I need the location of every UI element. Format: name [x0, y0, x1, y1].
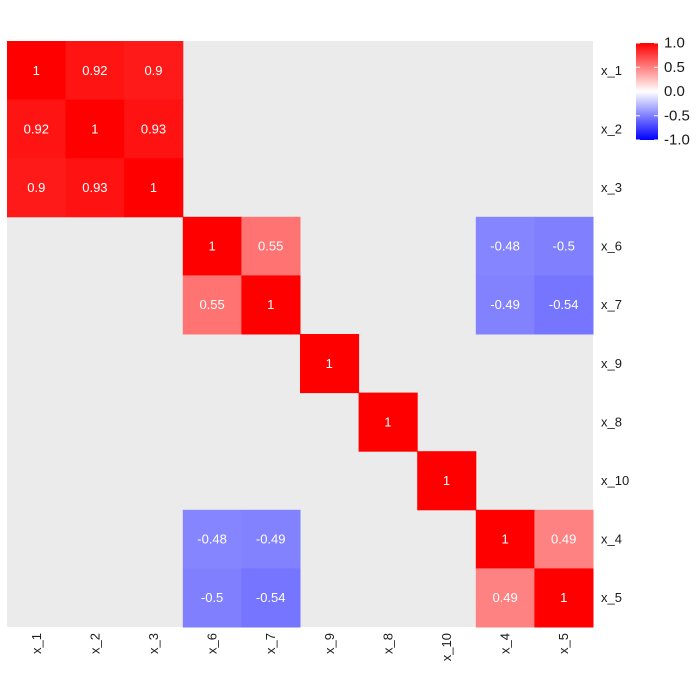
heatmap-cell-x_7-x_5: [534, 275, 594, 335]
cell-value-label: -0.5: [201, 590, 223, 605]
column-tick-x_5: x_5: [556, 633, 571, 654]
row-tick-x_3: x_3: [601, 180, 622, 195]
cell-value-label: -0.48: [490, 239, 520, 254]
heatmap-cell-x_3-x_2: [65, 158, 125, 218]
legend-tick-label: 0.0: [664, 83, 685, 100]
legend-tick-label: -0.5: [664, 107, 690, 124]
cell-value-label: 1: [443, 473, 450, 488]
heatmap-cell-x_4-x_7: [241, 509, 301, 569]
cell-value-label: -0.54: [549, 297, 579, 312]
heatmap-cell-x_1-x_2: [65, 41, 125, 101]
row-tick-x_9: x_9: [601, 356, 622, 371]
legend-tick-label: 1.0: [664, 35, 685, 52]
cell-value-label: 1: [560, 590, 567, 605]
row-tick-x_5: x_5: [601, 590, 622, 605]
column-tick-x_7: x_7: [263, 633, 278, 654]
cell-value-label: 1: [208, 239, 215, 254]
legend-colorbar: [636, 43, 658, 140]
heatmap-cell-x_3-x_3: [124, 158, 184, 218]
cell-value-label: 0.49: [492, 590, 517, 605]
heatmap-cell-x_7-x_7: [241, 275, 301, 335]
column-tick-x_1: x_1: [29, 633, 44, 654]
column-tick-x_2: x_2: [87, 633, 102, 654]
cell-value-label: 0.9: [27, 180, 45, 195]
heatmap-cell-x_1-x_1: [7, 41, 67, 101]
row-tick-x_2: x_2: [601, 121, 622, 136]
cell-value-label: 1: [91, 121, 98, 136]
heatmap-cell-x_6-x_5: [534, 216, 594, 276]
heatmap-cell-x_5-x_4: [475, 568, 535, 628]
cell-value-label: 1: [150, 180, 157, 195]
column-tick-labels: x_1 x_2 x_3 x_6 x_7 x_9 x_8 x_10 x_4 x_5: [29, 633, 571, 661]
cell-value-label: 0.93: [141, 121, 166, 136]
cell-value-label: 1: [326, 356, 333, 371]
row-tick-x_4: x_4: [601, 532, 622, 547]
cell-value-label: -0.5: [552, 239, 574, 254]
heatmap-cell-x_4-x_5: [534, 509, 594, 569]
heatmap-cells: 1 0.92 0.9 0.92 1 0.93 0.9 0.93 1 1 0.55 -0.48 -0.5 0…: [7, 41, 594, 628]
legend-tick-label: 0.5: [664, 59, 685, 76]
column-tick-x_10: x_10: [439, 633, 454, 661]
heatmap-cell-x_6-x_6: [182, 216, 242, 276]
heatmap-cell-x_1-x_3: [124, 41, 184, 101]
column-tick-x_8: x_8: [380, 633, 395, 654]
heatmap-cell-x_6-x_7: [241, 216, 301, 276]
cell-value-label: 0.9: [144, 63, 162, 78]
heatmap-cell-x_10-x_10: [417, 451, 477, 511]
heatmap-cell-x_2-x_3: [124, 99, 184, 159]
cell-value-label: 1: [267, 297, 274, 312]
heatmap-cell-x_7-x_4: [475, 275, 535, 335]
column-tick-x_4: x_4: [498, 633, 513, 654]
heatmap-cell-x_4-x_6: [182, 509, 242, 569]
heatmap-cell-x_8-x_8: [358, 392, 418, 452]
cell-value-label: 0.49: [551, 532, 576, 547]
cell-value-label: 1: [33, 63, 40, 78]
heatmap-cell-x_4-x_4: [475, 509, 535, 569]
heatmap-cell-x_2-x_1: [7, 99, 67, 159]
color-legend: 1.0 0.5 0.0 -0.5 -1.0: [636, 35, 690, 149]
heatmap-cell-x_2-x_2: [65, 99, 125, 159]
heatmap-cell-x_5-x_5: [534, 568, 594, 628]
cell-value-label: 0.92: [82, 63, 107, 78]
heatmap-cell-x_6-x_4: [475, 216, 535, 276]
cell-value-label: 0.55: [199, 297, 224, 312]
heatmap-cell-x_3-x_1: [7, 158, 67, 218]
heatmap-cell-x_7-x_6: [182, 275, 242, 335]
heatmap-cell-x_5-x_7: [241, 568, 301, 628]
column-tick-x_3: x_3: [146, 633, 161, 654]
cell-value-label: 1: [384, 414, 391, 429]
column-tick-x_6: x_6: [205, 633, 220, 654]
row-tick-labels: x_1 x_2 x_3 x_6 x_7 x_9 x_8 x_10 x_4 x_5: [601, 63, 629, 605]
cell-value-label: -0.49: [490, 297, 520, 312]
cell-value-label: -0.48: [197, 532, 227, 547]
cell-value-label: 0.92: [24, 121, 49, 136]
cell-value-label: 1: [501, 532, 508, 547]
row-tick-x_6: x_6: [601, 239, 622, 254]
cell-value-label: -0.49: [256, 532, 286, 547]
row-tick-x_1: x_1: [601, 63, 622, 78]
cell-value-label: -0.54: [256, 590, 286, 605]
row-tick-x_7: x_7: [601, 297, 622, 312]
heatmap-cell-x_5-x_6: [182, 568, 242, 628]
column-tick-x_9: x_9: [322, 633, 337, 654]
heatmap-cell-x_9-x_9: [300, 334, 360, 394]
row-tick-x_8: x_8: [601, 414, 622, 429]
cell-value-label: 0.93: [82, 180, 107, 195]
cell-value-label: 0.55: [258, 239, 283, 254]
row-tick-x_10: x_10: [601, 473, 629, 488]
legend-tick-label: -1.0: [664, 132, 690, 149]
